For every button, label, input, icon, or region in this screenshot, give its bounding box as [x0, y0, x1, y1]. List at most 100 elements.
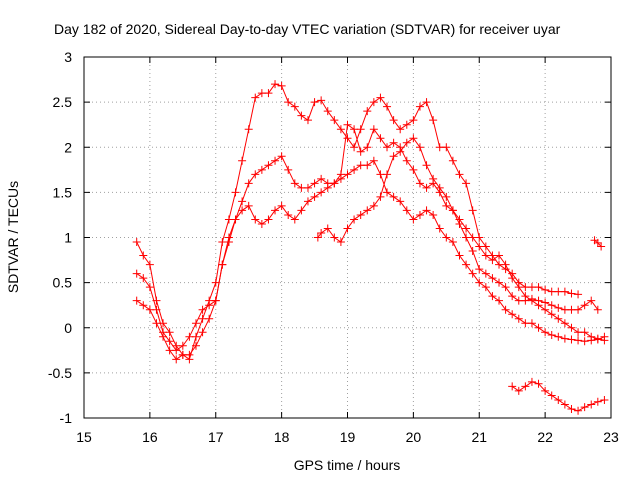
data-point [442, 201, 451, 210]
data-point [475, 278, 484, 287]
data-point [389, 152, 398, 161]
data-point [376, 93, 385, 102]
data-point [178, 341, 187, 350]
data-point [290, 215, 299, 224]
data-point [323, 107, 332, 116]
data-point [323, 224, 332, 233]
data-point [527, 296, 536, 305]
data-point [560, 319, 569, 328]
data-point [257, 165, 266, 174]
data-point [580, 403, 589, 412]
data-point [383, 188, 392, 197]
y-tick-label: 1 [64, 230, 72, 246]
data-point [481, 283, 490, 292]
data-point [244, 201, 253, 210]
data-point [139, 251, 148, 260]
data-point [363, 206, 372, 215]
data-point [514, 283, 523, 292]
data-point [547, 330, 556, 339]
data-point [290, 102, 299, 111]
data-point [429, 210, 438, 219]
data-point [488, 292, 497, 301]
data-point [145, 305, 154, 314]
chart-title: Day 182 of 2020, Sidereal Day-to-day VTE… [54, 21, 561, 37]
series-track-f [590, 236, 606, 251]
data-point [567, 335, 576, 344]
data-point [145, 260, 154, 269]
data-point [251, 215, 260, 224]
data-point [448, 206, 457, 215]
data-point [514, 314, 523, 323]
data-point [152, 319, 161, 328]
data-point [284, 165, 293, 174]
data-point [350, 125, 359, 134]
y-tick-label: 2 [64, 139, 72, 155]
y-tick-label: 0 [64, 320, 72, 336]
x-tick-label: 16 [142, 429, 158, 445]
data-point [415, 143, 424, 152]
data-point [600, 336, 609, 345]
x-tick-label: 18 [274, 429, 290, 445]
y-axis-title: SDTVAR / TECUs [5, 181, 21, 293]
data-point [429, 174, 438, 183]
data-point [165, 346, 174, 355]
data-point [508, 292, 517, 301]
y-axis: -1 -0.5 0 0.5 1 1.5 2 2.5 3 [48, 49, 611, 426]
series-track-a [132, 80, 583, 364]
data-point [468, 233, 477, 242]
x-tick-label: 22 [537, 429, 553, 445]
data-point [376, 134, 385, 143]
data-point [468, 269, 477, 278]
data-point [277, 201, 286, 210]
data-point [560, 334, 569, 343]
data-point [264, 215, 273, 224]
data-point [587, 400, 596, 409]
data-point [415, 179, 424, 188]
data-point [541, 328, 550, 337]
data-point [205, 314, 214, 323]
data-point [547, 391, 556, 400]
data-point [389, 116, 398, 125]
data-point [313, 233, 322, 242]
data-point [488, 256, 497, 265]
data-point [580, 328, 589, 337]
data-point [587, 332, 596, 341]
data-point [488, 274, 497, 283]
x-tick-label: 20 [406, 429, 422, 445]
data-point [435, 183, 444, 192]
data-point [277, 152, 286, 161]
data-point [290, 179, 299, 188]
data-point [244, 125, 253, 134]
data-point [409, 116, 418, 125]
data-point [356, 210, 365, 219]
x-tick-label: 21 [471, 429, 487, 445]
data-point [415, 210, 424, 219]
data-point [139, 274, 148, 283]
data-point [198, 305, 207, 314]
data-point [422, 183, 431, 192]
data-point [369, 201, 378, 210]
data-point [251, 170, 260, 179]
series-track-c [132, 156, 609, 364]
data-point [356, 147, 365, 156]
data-point [593, 238, 602, 247]
data-point [567, 323, 576, 332]
data-point [323, 183, 332, 192]
data-point [310, 179, 319, 188]
data-point [303, 197, 312, 206]
data-point [159, 332, 168, 341]
data-point [574, 290, 583, 299]
data-point [574, 336, 583, 345]
data-point [350, 165, 359, 174]
data-point [442, 233, 451, 242]
data-point [191, 341, 200, 350]
data-point [475, 265, 484, 274]
data-point [422, 206, 431, 215]
data-point [383, 170, 392, 179]
data-point [534, 301, 543, 310]
data-point [580, 301, 589, 310]
data-point [534, 323, 543, 332]
y-tick-label: 2.5 [53, 94, 73, 110]
data-point [238, 206, 247, 215]
